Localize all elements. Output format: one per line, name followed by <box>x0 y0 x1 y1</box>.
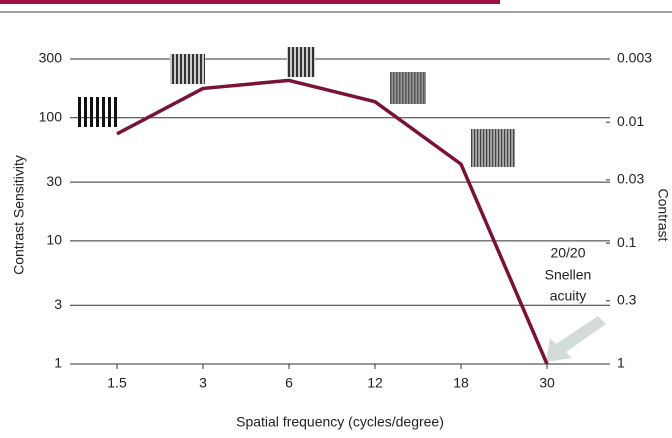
y-tick-label: 1 <box>54 355 62 371</box>
y2-tick-label: 0.01 <box>617 113 644 129</box>
y-tick-label: 100 <box>39 108 63 124</box>
y-tick-label: 10 <box>46 232 62 248</box>
x-tick-label: 18 <box>453 375 469 391</box>
grating <box>287 47 315 77</box>
y-tick-label: 30 <box>46 173 62 189</box>
chart: Contrast Sensitivity Contrast Spatial fr… <box>0 0 672 433</box>
x-tick-label: 12 <box>367 375 383 391</box>
x-tick-label: 6 <box>285 375 293 391</box>
y-tick-label: 3 <box>54 296 62 312</box>
y2-axis-label: Contrast <box>655 189 671 242</box>
x-axis-label: Spatial frequency (cycles/degree) <box>236 414 444 430</box>
y-axis-label: Contrast Sensitivity <box>11 155 27 275</box>
grating <box>170 54 205 84</box>
annotation: Snellen <box>545 267 592 283</box>
annotation: 20/20 <box>550 245 585 261</box>
y-tick-label: 300 <box>39 50 63 66</box>
y2-tick-label: 0.1 <box>617 234 637 250</box>
data-line <box>117 80 547 364</box>
arrow <box>546 316 606 362</box>
x-tick-label: 1.5 <box>107 375 127 391</box>
y2-tick-label: 1 <box>617 355 625 371</box>
y2-tick-label: 0.03 <box>617 171 644 187</box>
grating <box>471 129 515 167</box>
y2-tick-label: 0.003 <box>617 50 652 66</box>
x-tick-label: 3 <box>199 375 207 391</box>
x-tick-label: 30 <box>539 375 555 391</box>
y2-tick-label: 0.3 <box>617 291 637 307</box>
annotation: acuity <box>550 288 587 304</box>
grating <box>390 72 426 104</box>
title-band <box>0 0 500 4</box>
